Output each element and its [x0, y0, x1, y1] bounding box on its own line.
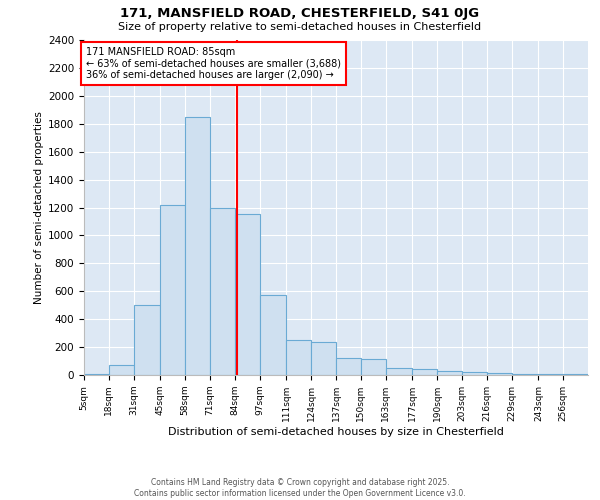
Bar — [311, 342, 336, 375]
Bar — [210, 208, 235, 375]
Y-axis label: Number of semi-detached properties: Number of semi-detached properties — [34, 111, 44, 304]
Bar — [538, 374, 563, 375]
Text: Size of property relative to semi-detached houses in Chesterfield: Size of property relative to semi-detach… — [118, 22, 482, 32]
Bar — [361, 359, 386, 375]
Bar — [563, 374, 588, 375]
Bar — [336, 358, 361, 375]
Bar — [109, 364, 134, 375]
Bar — [386, 368, 412, 375]
Bar — [160, 204, 185, 375]
Bar — [512, 374, 538, 375]
Bar — [487, 373, 512, 375]
Bar — [437, 371, 462, 375]
Bar — [412, 368, 437, 375]
Bar — [286, 340, 311, 375]
Bar — [185, 117, 210, 375]
X-axis label: Distribution of semi-detached houses by size in Chesterfield: Distribution of semi-detached houses by … — [168, 426, 504, 436]
Bar — [134, 305, 160, 375]
Bar — [462, 372, 487, 375]
Bar — [84, 374, 109, 375]
Bar — [235, 214, 260, 375]
Text: 171 MANSFIELD ROAD: 85sqm
← 63% of semi-detached houses are smaller (3,688)
36% : 171 MANSFIELD ROAD: 85sqm ← 63% of semi-… — [86, 47, 341, 80]
Bar — [260, 296, 286, 375]
Text: Contains HM Land Registry data © Crown copyright and database right 2025.
Contai: Contains HM Land Registry data © Crown c… — [134, 478, 466, 498]
Text: 171, MANSFIELD ROAD, CHESTERFIELD, S41 0JG: 171, MANSFIELD ROAD, CHESTERFIELD, S41 0… — [121, 8, 479, 20]
